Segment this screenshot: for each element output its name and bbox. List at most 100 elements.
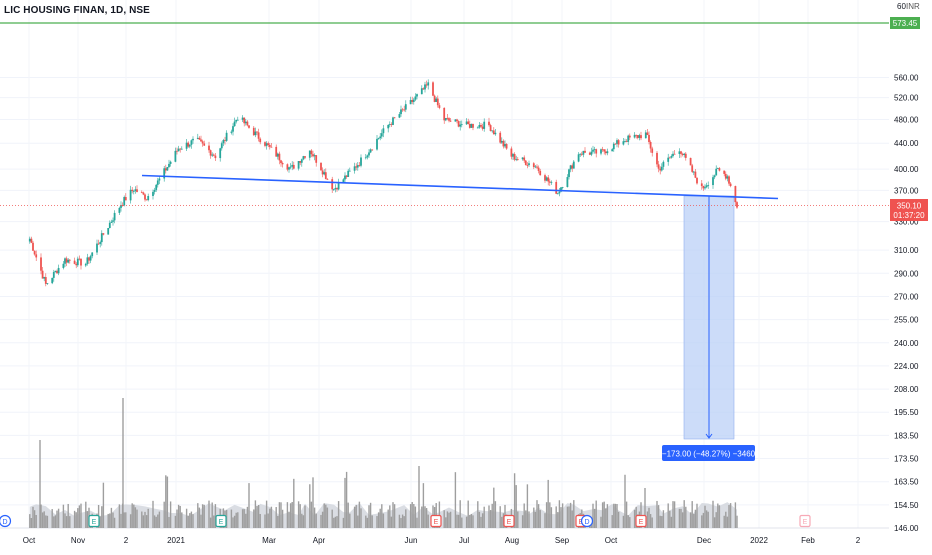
candle-body[interactable]	[638, 135, 641, 138]
candle-body[interactable]	[670, 156, 673, 158]
candle-body[interactable]	[636, 135, 639, 138]
candle-body[interactable]	[297, 161, 300, 169]
candle-body[interactable]	[86, 257, 89, 264]
earnings-marker[interactable]: E	[88, 514, 100, 528]
candle-body[interactable]	[356, 165, 359, 168]
candle-body[interactable]	[276, 153, 279, 157]
candle-body[interactable]	[201, 141, 204, 144]
candle-body[interactable]	[225, 132, 228, 141]
candle-body[interactable]	[64, 258, 66, 264]
candle-body[interactable]	[472, 123, 474, 128]
candle-body[interactable]	[526, 165, 529, 166]
candle-body[interactable]	[457, 121, 460, 127]
candle-body[interactable]	[308, 150, 311, 158]
candle-body[interactable]	[548, 181, 551, 183]
candle-body[interactable]	[267, 143, 270, 145]
candle-body[interactable]	[345, 175, 348, 177]
candle-body[interactable]	[412, 99, 415, 102]
candle-body[interactable]	[667, 157, 670, 162]
candle-body[interactable]	[323, 172, 326, 175]
candle-body[interactable]	[528, 163, 530, 166]
candle-body[interactable]	[628, 135, 631, 138]
candle-body[interactable]	[400, 109, 402, 115]
candle-body[interactable]	[304, 156, 306, 158]
dividend-marker[interactable]: D	[0, 514, 12, 528]
candle-body[interactable]	[488, 121, 490, 126]
candle-body[interactable]	[289, 166, 292, 168]
candle-body[interactable]	[691, 165, 694, 172]
candle-body[interactable]	[326, 178, 329, 180]
candle-body[interactable]	[254, 131, 257, 136]
candle-body[interactable]	[364, 157, 367, 159]
candle-body[interactable]	[259, 138, 262, 143]
candle-body[interactable]	[414, 96, 417, 100]
candle-body[interactable]	[219, 148, 222, 159]
candle-body[interactable]	[561, 187, 564, 188]
candle-body[interactable]	[712, 177, 714, 186]
candle-body[interactable]	[449, 120, 452, 122]
candle-body[interactable]	[467, 121, 470, 125]
candle-body[interactable]	[203, 143, 206, 146]
candle-body[interactable]	[427, 82, 430, 86]
candle-body[interactable]	[265, 143, 268, 146]
candle-body[interactable]	[281, 162, 284, 165]
candle-body[interactable]	[332, 189, 335, 190]
candle-body[interactable]	[478, 125, 481, 128]
dividend-marker[interactable]: D	[580, 514, 594, 528]
candle-body[interactable]	[292, 164, 295, 169]
candle-body[interactable]	[177, 148, 180, 152]
candle-body[interactable]	[121, 205, 124, 206]
candle-body[interactable]	[28, 238, 31, 242]
candle-body[interactable]	[683, 153, 686, 155]
candle-body[interactable]	[108, 222, 111, 228]
candle-body[interactable]	[65, 258, 68, 263]
candle-body[interactable]	[102, 233, 105, 235]
candle-body[interactable]	[454, 119, 457, 122]
candle-body[interactable]	[416, 94, 418, 97]
earnings-marker[interactable]: E	[635, 514, 647, 528]
candle-body[interactable]	[43, 277, 46, 279]
candle-body[interactable]	[321, 170, 324, 175]
candle-body[interactable]	[180, 148, 183, 150]
candle-body[interactable]	[536, 166, 538, 168]
candle-body[interactable]	[555, 181, 558, 194]
candle-body[interactable]	[52, 272, 55, 278]
candle-body[interactable]	[100, 233, 103, 243]
candle-body[interactable]	[380, 133, 383, 137]
candle-body[interactable]	[275, 146, 278, 157]
candle-body[interactable]	[459, 124, 462, 127]
candle-body[interactable]	[214, 155, 217, 159]
candle-body[interactable]	[443, 107, 446, 121]
candle-body[interactable]	[235, 119, 238, 122]
candle-body[interactable]	[153, 189, 156, 192]
candle-body[interactable]	[46, 283, 49, 284]
candle-body[interactable]	[673, 153, 676, 155]
candle-body[interactable]	[113, 212, 116, 221]
candle-body[interactable]	[614, 143, 617, 145]
candle-body[interactable]	[689, 157, 692, 166]
candle-body[interactable]	[190, 140, 193, 145]
candle-body[interactable]	[572, 161, 575, 169]
candle-body[interactable]	[264, 142, 266, 146]
candle-body[interactable]	[476, 127, 479, 129]
candle-body[interactable]	[246, 121, 249, 126]
candle-body[interactable]	[547, 177, 550, 182]
candle-body[interactable]	[448, 118, 450, 121]
candle-body[interactable]	[371, 149, 374, 151]
candle-body[interactable]	[129, 189, 132, 201]
candle-body[interactable]	[222, 140, 225, 144]
candle-body[interactable]	[729, 183, 732, 187]
earnings-marker[interactable]: E	[430, 514, 442, 528]
candle-body[interactable]	[166, 166, 169, 171]
candle-body[interactable]	[470, 123, 473, 128]
candle-body[interactable]	[152, 191, 154, 196]
candle-body[interactable]	[510, 148, 513, 157]
candle-body[interactable]	[163, 168, 166, 179]
candle-body[interactable]	[44, 277, 47, 284]
candle-body[interactable]	[600, 149, 602, 154]
candle-body[interactable]	[291, 164, 294, 167]
candle-body[interactable]	[358, 165, 361, 166]
candle-body[interactable]	[168, 163, 170, 167]
candle-body[interactable]	[388, 124, 391, 126]
